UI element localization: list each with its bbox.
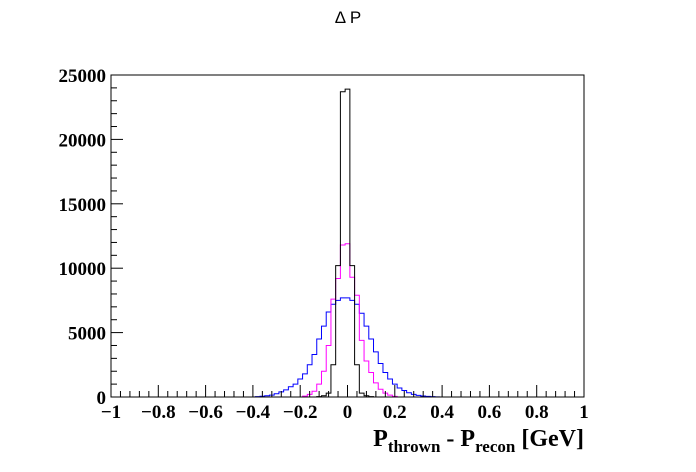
plot-frame — [110, 74, 585, 398]
y-tick-label: 25000 — [59, 66, 107, 87]
chart-title: Δ P — [335, 8, 361, 27]
tick-labels: −1 −0.8 −0.6 −0.4 −0.2 0 0.2 0.4 0.6 0.8 1 0 5000 100… — [59, 66, 589, 423]
x-tick-label: −0.2 — [283, 402, 318, 423]
x-axis-label-subscript: recon — [475, 437, 516, 456]
x-axis-label-part: P — [373, 426, 388, 452]
x-axis-label-part: - P — [440, 426, 475, 452]
x-tick-label: −0.4 — [236, 402, 271, 423]
x-tick-label: −0.6 — [188, 402, 223, 423]
y-tick-label: 0 — [97, 388, 107, 409]
x-tick-label: 0 — [343, 402, 353, 423]
x-tick-label: 0.8 — [525, 402, 549, 423]
x-tick-label: 0.6 — [478, 402, 502, 423]
y-tick-label: 20000 — [59, 130, 107, 151]
x-axis-label-part: [GeV] — [515, 426, 584, 452]
axis-ticks — [110, 74, 585, 398]
x-tick-label: 0.2 — [383, 402, 407, 423]
x-axis-label: Pthrown - Precon [GeV] — [373, 426, 584, 456]
histogram-series-3 — [316, 88, 375, 398]
x-tick-label: 1 — [579, 402, 589, 423]
histogram-series-1 — [250, 297, 445, 398]
x-tick-label: −1 — [101, 402, 121, 423]
y-tick-label: 10000 — [59, 259, 107, 280]
histogram-series-2 — [297, 243, 402, 398]
x-tick-label: −0.8 — [141, 402, 176, 423]
x-axis-label-subscript: thrown — [388, 437, 441, 456]
histogram-series-group — [250, 88, 445, 398]
y-tick-label: 15000 — [59, 195, 107, 216]
y-tick-label: 5000 — [68, 324, 106, 345]
x-tick-label: 0.4 — [430, 402, 454, 423]
